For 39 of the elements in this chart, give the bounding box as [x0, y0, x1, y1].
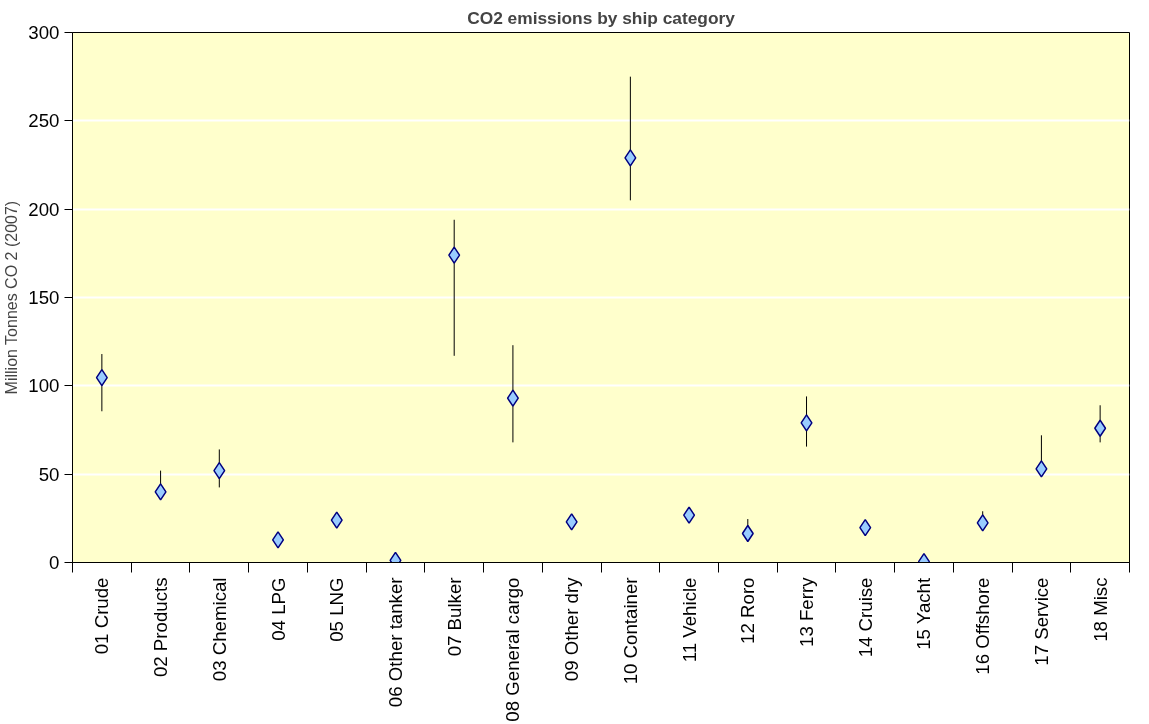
point — [154, 483, 167, 501]
point — [976, 514, 989, 532]
x-tick-label: 05 LNG — [326, 577, 348, 642]
x-tick-label: 16 Offshore — [972, 577, 994, 675]
point — [330, 511, 343, 529]
point — [1035, 460, 1048, 478]
x-tick-label: 09 Other dry — [561, 576, 583, 682]
y-tick-label: 100 — [28, 375, 60, 397]
point — [683, 506, 696, 524]
x-tick-label: 01 Crude — [91, 577, 113, 655]
x-tick-label: 18 Misc — [1089, 577, 1111, 642]
x-tick-label: 12 Roro — [737, 577, 759, 644]
point — [800, 414, 813, 432]
y-tick-label: 50 — [38, 463, 60, 485]
point — [506, 389, 519, 407]
point — [1094, 419, 1107, 437]
x-tick-label: 06 Other tanker — [384, 577, 406, 708]
point — [271, 531, 285, 549]
y-tick-label: 200 — [28, 198, 60, 220]
y-tick-label: 150 — [28, 287, 60, 308]
x-tick-label: 10 Container — [619, 577, 641, 685]
chart-title: CO2 emissions by ship category — [467, 7, 736, 28]
y-tick-label: 250 — [28, 110, 60, 132]
x-tick-label: 11 Vehicle — [678, 577, 700, 663]
x-tick-label: 17 Service — [1030, 577, 1052, 666]
x-tick-label: 08 General cargo — [502, 577, 524, 722]
x-tick-label: 14 Cruise — [854, 577, 876, 658]
x-tick-label: 13 Ferry — [796, 576, 818, 647]
x-tick-label: 04 LPG — [267, 577, 289, 641]
y-axis-title: Million Tonnes CO 2 (2007) — [3, 200, 21, 395]
point — [448, 246, 461, 264]
x-tick-label: 15 Yacht — [913, 577, 935, 650]
point — [624, 149, 637, 167]
x-tick-label: 03 Chemical — [208, 577, 230, 682]
point — [565, 513, 578, 531]
y-tick-label: 0 — [49, 552, 60, 573]
x-tick-label: 02 Products — [150, 577, 172, 678]
x-tick-label: 07 Bulker — [443, 577, 465, 657]
y-tick-label: 300 — [28, 22, 60, 43]
